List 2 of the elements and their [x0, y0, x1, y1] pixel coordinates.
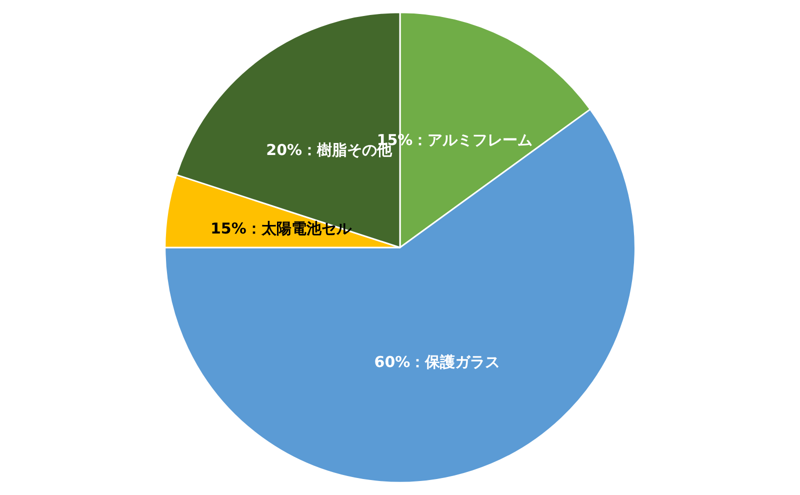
- slice-label: 60%：保護ガラス: [374, 353, 500, 372]
- slice-label: 15%：太陽電池セル: [210, 220, 352, 238]
